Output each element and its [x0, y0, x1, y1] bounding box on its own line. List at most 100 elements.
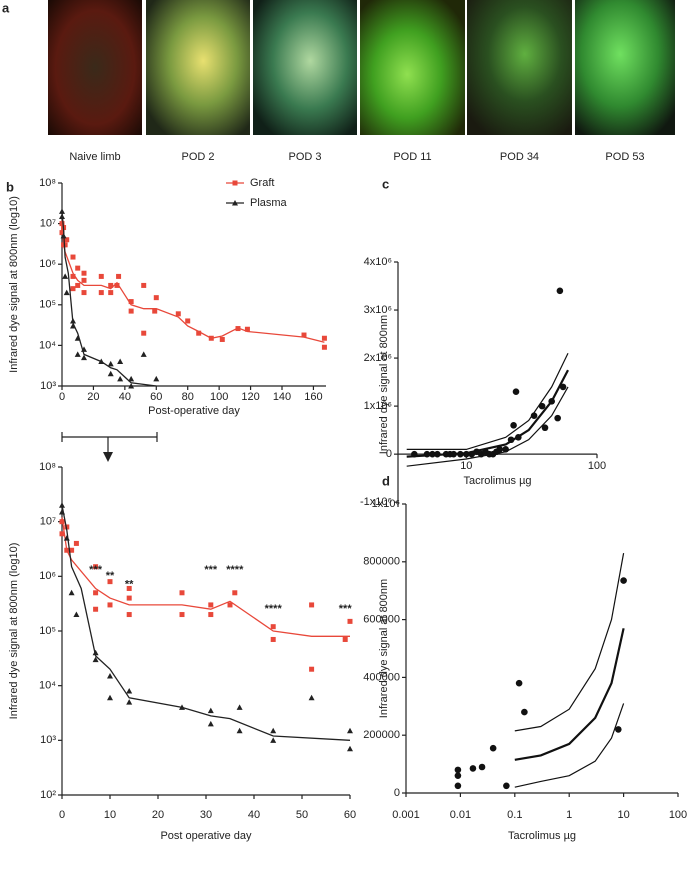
marker	[309, 602, 315, 608]
photo-label: POD 3	[288, 151, 321, 163]
x-tick-label: 10	[617, 809, 629, 821]
marker	[126, 699, 133, 705]
marker	[478, 763, 486, 771]
y-tick-label: 10⁸	[39, 177, 56, 189]
marker	[507, 436, 515, 444]
marker	[244, 326, 250, 332]
legend-label: Graft	[250, 177, 274, 189]
marker	[454, 772, 462, 779]
marker	[521, 708, 528, 716]
marker	[454, 766, 462, 774]
marker	[73, 611, 80, 618]
marker	[342, 636, 348, 642]
marker	[81, 270, 87, 276]
marker	[140, 351, 147, 357]
photo	[48, 0, 142, 135]
marker	[107, 579, 113, 585]
x-tick-label: 100	[669, 809, 687, 821]
marker	[59, 502, 65, 508]
marker	[196, 330, 202, 336]
annotation: ***	[89, 564, 103, 576]
marker	[59, 221, 65, 227]
marker	[548, 398, 555, 405]
marker	[74, 351, 81, 357]
marker	[69, 547, 75, 553]
marker	[270, 727, 277, 734]
marker	[227, 602, 233, 608]
fit-line	[406, 386, 569, 467]
x-axis-label: Tacrolimus µg	[463, 475, 531, 487]
y-tick-label: 10⁴	[39, 680, 56, 692]
marker	[93, 564, 99, 570]
marker	[141, 282, 147, 288]
marker	[70, 317, 76, 324]
marker	[179, 590, 185, 596]
marker	[126, 687, 133, 694]
marker	[107, 360, 114, 367]
marker	[153, 375, 160, 382]
marker	[236, 704, 243, 710]
marker	[179, 704, 185, 710]
marker	[74, 335, 81, 341]
panel-label: c	[382, 176, 389, 191]
x-tick-label: 40	[119, 391, 131, 403]
y-tick-label: 600000	[363, 614, 400, 626]
marker	[75, 282, 81, 288]
photo	[467, 0, 572, 135]
marker	[468, 450, 476, 458]
marker	[93, 606, 99, 612]
marker	[270, 624, 276, 630]
marker	[232, 590, 238, 596]
marker	[59, 519, 65, 525]
marker	[236, 727, 243, 734]
x-tick-label: 120	[241, 391, 259, 403]
x-tick-label: 60	[150, 391, 162, 403]
marker	[620, 577, 627, 584]
marker	[454, 782, 462, 790]
marker	[469, 765, 477, 772]
y-tick-label: 4x10⁶	[364, 256, 392, 268]
x-tick-label: 0	[59, 391, 65, 403]
marker	[59, 531, 65, 537]
y-tick-label: 0	[386, 448, 392, 460]
marker	[219, 336, 225, 342]
x-tick-label: 20	[87, 391, 99, 403]
legend-item: Plasma	[226, 197, 288, 209]
marker	[541, 424, 549, 432]
marker	[347, 745, 353, 752]
y-tick-label: 800000	[363, 556, 400, 568]
marker	[70, 286, 76, 292]
y-tick-label: 10⁶	[39, 258, 56, 270]
marker	[515, 679, 523, 687]
marker	[321, 344, 327, 350]
marker	[128, 375, 135, 382]
marker	[512, 388, 520, 396]
marker	[559, 383, 567, 391]
x-tick-label: 80	[182, 391, 194, 403]
marker	[126, 585, 132, 591]
photo-label: POD 34	[500, 151, 539, 163]
y-axis-label: Infrared dye signal at 800nm (log10)	[8, 543, 20, 720]
panel-label: d	[382, 473, 390, 488]
marker	[530, 412, 538, 420]
x-tick-label: 0.001	[392, 809, 420, 821]
marker	[63, 289, 70, 296]
legend-label: Plasma	[250, 197, 288, 209]
marker	[62, 242, 68, 248]
photo	[575, 0, 675, 135]
marker	[70, 273, 76, 279]
x-tick-label: 100	[210, 391, 228, 403]
marker	[270, 636, 276, 642]
marker	[64, 547, 70, 553]
marker	[554, 414, 561, 422]
marker	[510, 422, 517, 429]
marker	[152, 308, 158, 314]
x-tick-label: 50	[296, 809, 308, 821]
series-line	[61, 220, 325, 343]
fit-line	[514, 628, 625, 761]
y-tick-label: -1x10⁶	[360, 496, 392, 508]
marker	[81, 277, 87, 283]
marker	[232, 180, 238, 186]
marker	[185, 318, 191, 324]
marker	[70, 323, 76, 329]
